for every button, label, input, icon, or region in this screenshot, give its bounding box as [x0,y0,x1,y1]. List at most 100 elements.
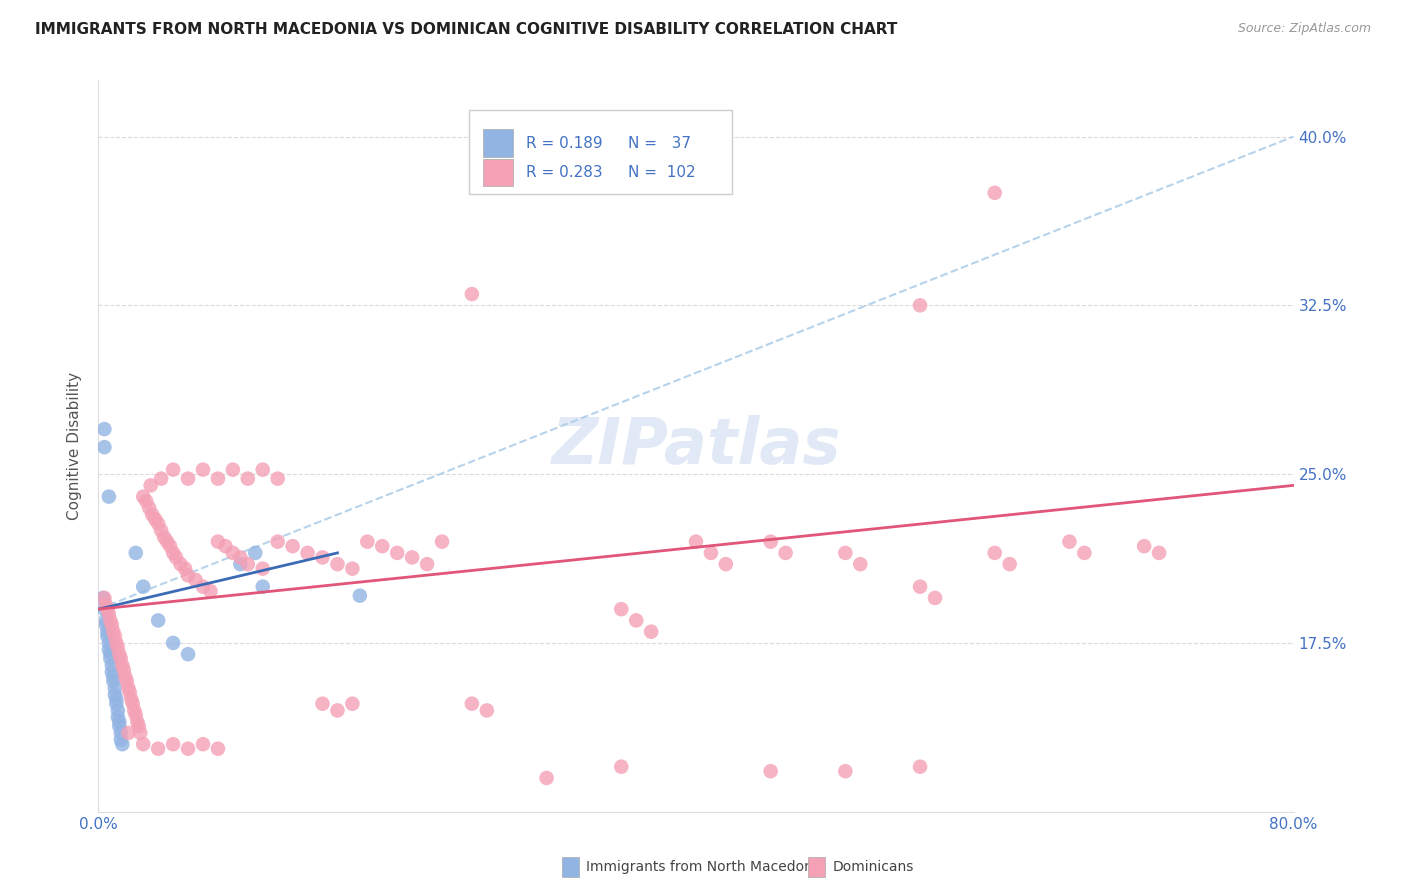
Text: Dominicans: Dominicans [832,860,914,874]
Point [135,494,157,508]
Point [97,490,120,504]
Point [236,472,259,486]
Point [984,546,1007,560]
Point [98,651,122,665]
Point [150,472,173,486]
Point [115,674,138,689]
Point [311,697,333,711]
Point [162,462,184,476]
Point [416,557,439,571]
Point [105,697,128,711]
Point [536,771,558,785]
Point [610,602,633,616]
Point [998,557,1021,571]
Point [108,714,131,729]
Point [125,546,148,560]
Point [105,692,128,706]
Point [103,674,125,689]
Point [128,719,150,733]
Point [148,516,170,531]
Point [245,546,267,560]
Point [104,681,127,695]
Point [281,539,304,553]
Point [252,562,274,576]
Point [775,546,797,560]
Point [1147,546,1170,560]
Text: IMMIGRANTS FROM NORTH MACEDONIA VS DOMINICAN COGNITIVE DISABILITY CORRELATION CH: IMMIGRANTS FROM NORTH MACEDONIA VS DOMIN… [35,22,897,37]
Point [96,602,118,616]
FancyBboxPatch shape [484,159,513,186]
FancyBboxPatch shape [470,110,733,194]
Point [91,591,114,605]
Point [141,508,163,522]
Point [191,462,214,476]
Text: R = 0.189: R = 0.189 [526,136,603,151]
Point [120,692,142,706]
Point [297,546,319,560]
Point [93,422,115,436]
Text: Immigrants from North Macedonia: Immigrants from North Macedonia [586,860,825,874]
Point [169,557,191,571]
Point [103,670,125,684]
Point [162,546,184,560]
Point [685,534,707,549]
Point [156,534,179,549]
Point [177,647,200,661]
Point [430,534,453,549]
Point [97,636,120,650]
Point [110,732,132,747]
Point [849,557,872,571]
Point [114,670,136,684]
Point [127,714,149,729]
Point [101,618,124,632]
Point [267,472,290,486]
Point [252,462,274,476]
Point [96,629,118,643]
Point [107,703,129,717]
Point [834,546,856,560]
Point [342,562,364,576]
Point [191,580,214,594]
Point [626,614,648,628]
Point [139,478,162,492]
Point [177,741,200,756]
Point [200,584,222,599]
Point [111,658,134,673]
Point [98,614,122,628]
Point [349,589,371,603]
Point [834,764,856,779]
Point [104,629,127,643]
Point [229,557,252,571]
Point [162,737,184,751]
Point [214,539,236,553]
Point [121,697,143,711]
Point [385,546,409,560]
Point [924,591,946,605]
Point [107,710,129,724]
Point [610,760,633,774]
Point [93,440,115,454]
Point [222,546,245,560]
Point [640,624,662,639]
Point [125,708,148,723]
Point [461,697,484,711]
Text: N =  102: N = 102 [628,165,696,180]
Point [107,640,129,655]
Point [342,697,364,711]
Point [177,472,200,486]
Point [110,651,132,665]
Point [174,562,197,576]
Point [461,287,484,301]
Point [98,647,122,661]
FancyBboxPatch shape [484,129,513,157]
Point [117,681,139,695]
Point [236,557,259,571]
Point [93,591,115,605]
Point [129,726,152,740]
Text: ZIPatlas: ZIPatlas [551,415,841,477]
Point [1073,546,1095,560]
Point [908,760,931,774]
Point [103,624,125,639]
Text: R = 0.283: R = 0.283 [526,165,603,180]
Point [162,636,184,650]
